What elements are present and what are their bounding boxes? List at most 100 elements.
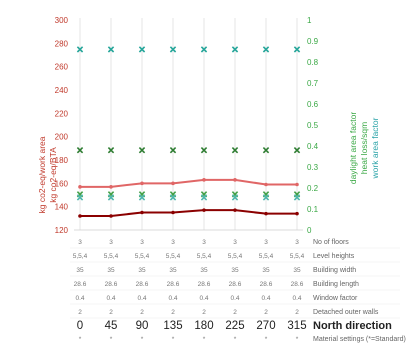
right-tick-label: 0.4 <box>307 142 319 151</box>
table-cell: 315 <box>287 320 306 332</box>
table-cell: 90 <box>136 320 149 332</box>
series-1-point <box>264 211 268 216</box>
table-cell: 0.4 <box>199 295 208 302</box>
table-cell: 28.6 <box>74 281 87 288</box>
table-cell: 180 <box>194 320 213 332</box>
series-layer <box>76 46 301 218</box>
right-tick-label: 0.1 <box>307 205 319 214</box>
table-cell: 35 <box>107 267 115 274</box>
table-row-label: Window factor <box>313 295 358 302</box>
right-axis-label-work-area-factor: work area factor <box>370 117 380 179</box>
table-cell: 28.6 <box>291 281 304 288</box>
right-tick-label: 0.8 <box>307 58 319 67</box>
table-cell: 3 <box>78 239 82 246</box>
table-cell: 28.6 <box>198 281 211 288</box>
table-cell: 5,5,4 <box>290 253 305 260</box>
series-4-marker <box>76 46 84 53</box>
table-cell: * <box>203 336 206 343</box>
table-cell: 35 <box>200 267 208 274</box>
table-cell: 5,5,4 <box>104 253 119 260</box>
table-cell: 35 <box>169 267 177 274</box>
table-row-label: Detached outer walls <box>313 309 379 316</box>
series-5-marker <box>231 194 239 201</box>
left-tick-label: 240 <box>55 86 69 95</box>
table-row-label: Building width <box>313 267 356 274</box>
series-4-marker <box>107 46 115 53</box>
series-4-marker <box>138 46 146 53</box>
table-cell: 2 <box>171 309 175 316</box>
table-cell: * <box>234 336 237 343</box>
table-row-label: Material settings (*=Standard) <box>313 336 406 343</box>
series-2-marker <box>231 147 239 154</box>
series-0-point <box>233 178 237 182</box>
table-cell: 5,5,4 <box>228 253 243 260</box>
table-cell: 2 <box>78 309 82 316</box>
table-cell: 5,5,4 <box>259 253 274 260</box>
table-cell: 0.4 <box>168 295 177 302</box>
table-cell: 28.6 <box>229 281 242 288</box>
right-axis-label-heat-loss: heat loss/sqm <box>359 122 369 174</box>
series-4-marker <box>200 46 208 53</box>
table-cell: 2 <box>264 309 268 316</box>
table-cell: * <box>296 336 299 343</box>
series-1-point <box>140 210 144 215</box>
table-cell: 0.4 <box>106 295 115 302</box>
table-cell: 0.4 <box>292 295 301 302</box>
right-tick-label: 1 <box>307 16 312 25</box>
left-axis-label-work-area: kg co2-eq/work area <box>37 136 47 213</box>
series-1-line <box>80 209 297 217</box>
series-5-marker <box>200 194 208 201</box>
table-cell: 2 <box>109 309 113 316</box>
right-tick-label: 0.9 <box>307 37 319 46</box>
left-tick-label: 280 <box>55 39 69 48</box>
right-tick-label: 0.6 <box>307 100 319 109</box>
right-tick-label: 0 <box>307 226 312 235</box>
table-cell: * <box>265 336 268 343</box>
right-tick-label: 0.7 <box>307 79 319 88</box>
table-cell: 35 <box>138 267 146 274</box>
left-tick-label: 300 <box>55 16 69 25</box>
series-0-point <box>109 185 113 189</box>
left-tick-label: 140 <box>55 203 69 212</box>
table-row-label: No of floors <box>313 239 349 246</box>
series-2-marker <box>76 147 84 154</box>
table-cell: 3 <box>109 239 113 246</box>
table-cell: 0.4 <box>261 295 270 302</box>
series-0-point <box>295 182 299 187</box>
series-0-line <box>80 178 297 188</box>
right-tick-label: 0.2 <box>307 184 319 193</box>
table-cell: 35 <box>262 267 270 274</box>
left-axis-ticks: 120 140 160 180 200 220 240 260 280 300 <box>55 16 69 235</box>
left-tick-label: 260 <box>55 63 69 72</box>
series-5-marker <box>262 194 270 201</box>
table-cell: * <box>79 336 82 343</box>
table-cell: 5,5,4 <box>197 253 212 260</box>
table-row-label: Level heights <box>313 253 355 260</box>
table-cell: 3 <box>233 239 237 246</box>
table-cell: 3 <box>264 239 268 246</box>
table-cell: 2 <box>295 309 299 316</box>
table-cell: 3 <box>202 239 206 246</box>
table-cell: 35 <box>76 267 84 274</box>
right-axis-ticks: 0 0.1 0.2 0.3 0.4 0.5 0.6 0.7 0.8 0.9 1 <box>307 16 319 235</box>
table-cell: 45 <box>105 320 118 332</box>
series-1-point <box>109 214 113 218</box>
series-0-point <box>202 178 206 182</box>
series-0-point <box>140 181 144 186</box>
right-axis-label-daylight: daylight area factor <box>348 112 358 184</box>
series-2-marker <box>169 147 177 154</box>
left-tick-label: 220 <box>55 109 69 118</box>
series-1-point <box>78 214 82 218</box>
series-5-marker <box>169 194 177 201</box>
series-0-point <box>171 181 175 186</box>
table-cell: 0.4 <box>75 295 84 302</box>
table-cell: 0 <box>77 320 83 332</box>
table-cell: 3 <box>171 239 175 246</box>
parameter-table: 3 3 3 3 3 3 3 3 No of floors 5,5,4 5,5,4 5,5,4 5,5,4… <box>70 239 406 343</box>
table-row-label: Building length <box>313 281 359 288</box>
table-cell: 2 <box>233 309 237 316</box>
table-cell: 2 <box>202 309 206 316</box>
table-cell: 0.4 <box>137 295 146 302</box>
table-cell: 28.6 <box>105 281 118 288</box>
